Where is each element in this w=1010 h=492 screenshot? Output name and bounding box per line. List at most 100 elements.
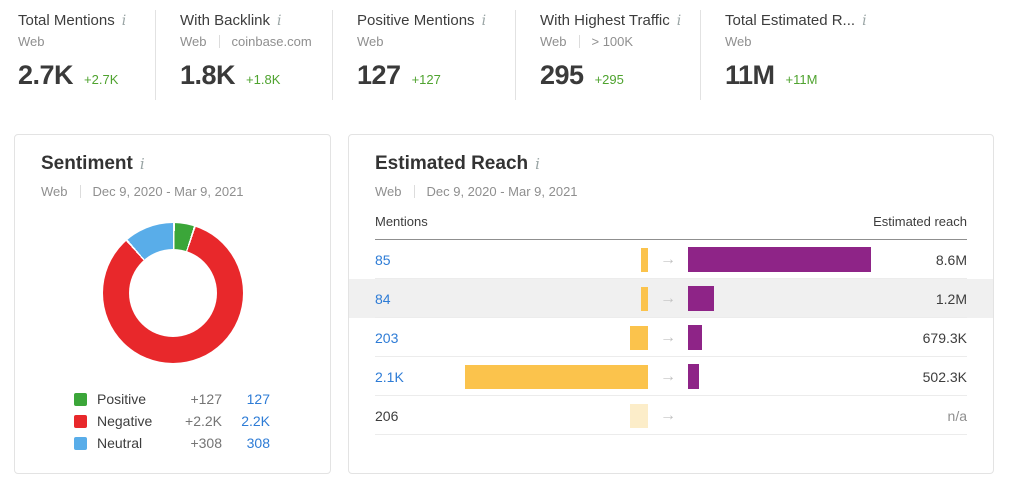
reach-value: 8.6M <box>935 251 967 268</box>
legend-value-link[interactable]: 2.2K <box>241 413 270 429</box>
divider <box>79 185 81 198</box>
legend-label: Positive <box>97 391 147 407</box>
legend-label: Neutral <box>97 435 143 451</box>
stat-subtitle: Web <box>357 34 515 49</box>
info-icon[interactable]: i <box>535 155 540 173</box>
mentions-bar-area <box>463 403 648 428</box>
reach-table-header: Mentions Estimated reach <box>375 199 967 240</box>
legend-delta: +127 <box>190 391 222 407</box>
reach-value: 502.3K <box>922 368 967 385</box>
info-icon[interactable]: i <box>862 13 867 29</box>
table-row: 2.1K → 502.3K <box>349 357 993 396</box>
sentiment-card-subtitle: Web Dec 9, 2020 - Mar 9, 2021 <box>41 184 304 199</box>
legend-swatch <box>74 414 87 428</box>
mentions-link[interactable]: 85 <box>375 251 391 268</box>
stat-value: 2.7K <box>18 60 74 90</box>
arrow-right-icon: → <box>660 367 676 385</box>
mentions-link[interactable]: 203 <box>375 329 399 346</box>
stat-subtitle: Web coinbase.com <box>180 34 332 49</box>
stat-value-row: 11M +11M <box>725 60 1010 91</box>
legend-value-link[interactable]: 308 <box>246 435 270 451</box>
stat-delta: +11M <box>785 72 818 87</box>
reach-bar <box>688 325 702 350</box>
donut-hole <box>128 249 217 337</box>
stat-source: Web <box>180 34 207 49</box>
sentiment-donut-chart <box>102 223 243 363</box>
stat-value: 127 <box>357 60 401 90</box>
stat-title: With Backlink i <box>180 12 332 29</box>
table-row: 206 → n/a <box>349 396 993 435</box>
mentions-link[interactable]: 84 <box>375 290 391 307</box>
legend-delta: +308 <box>190 435 222 451</box>
legend-label: Negative <box>97 413 153 429</box>
stat-delta: +1.8K <box>246 72 281 87</box>
stat-delta: +127 <box>411 72 441 87</box>
mentions-link[interactable]: 2.1K <box>375 368 404 385</box>
stat-title-text: With Highest Traffic <box>540 12 670 29</box>
stats-row: Total Mentions i Web 2.7K +2.7K With Backlink… <box>0 0 1010 100</box>
table-row: 203 → 679.3K <box>349 318 993 357</box>
reach-source: Web <box>375 184 402 199</box>
stat-card: Total Estimated R... i Web 11M +11M <box>700 10 1010 100</box>
legend-row: Positive +127 127 <box>74 388 270 410</box>
stat-source: Web <box>725 34 752 49</box>
stat-subtitle: Web > 100K <box>540 34 700 49</box>
info-icon[interactable]: i <box>277 13 282 29</box>
reach-card-subtitle: Web Dec 9, 2020 - Mar 9, 2021 <box>375 184 967 199</box>
legend-row: Neutral +308 308 <box>74 432 270 454</box>
info-icon[interactable]: i <box>676 13 682 29</box>
reach-bar-area <box>688 325 873 350</box>
stat-title: Positive Mentions i <box>357 12 515 29</box>
stat-card: With Backlink i Web coinbase.com 1.8K +1.8K <box>155 10 332 100</box>
stat-title: Total Estimated R... i <box>725 12 1010 29</box>
stat-delta: +2.7K <box>84 72 119 87</box>
mentions-bar <box>465 364 648 389</box>
reach-bar <box>688 286 714 311</box>
stat-title: With Highest Traffic i <box>540 12 700 29</box>
mentions-bar <box>630 325 648 350</box>
legend-swatch <box>74 436 87 450</box>
mentions-bar-area <box>463 325 648 350</box>
stat-value: 295 <box>540 60 584 90</box>
mentions-bar-area <box>463 364 648 389</box>
sentiment-legend: Positive +127 127 Negative +2.2K 2.2K Neutral +… <box>74 388 270 454</box>
reach-bar-area <box>688 286 873 311</box>
stat-value: 11M <box>725 60 775 90</box>
mentions-bar-area <box>463 286 648 311</box>
reach-column-header: Estimated reach <box>873 214 967 229</box>
mentions-link: 206 <box>375 407 399 424</box>
reach-date-range: Dec 9, 2020 - Mar 9, 2021 <box>426 184 578 199</box>
sentiment-card: Sentiment i Web Dec 9, 2020 - Mar 9, 202… <box>14 134 331 474</box>
legend-swatch <box>74 392 87 406</box>
info-icon[interactable]: i <box>139 155 145 173</box>
sentiment-card-title: Sentiment <box>41 153 133 174</box>
stat-value: 1.8K <box>180 60 236 90</box>
mentions-bar <box>641 247 648 272</box>
divider <box>413 185 415 198</box>
divider <box>578 35 580 48</box>
reach-card-header: Estimated Reach i Web Dec 9, 2020 - Mar … <box>349 135 993 199</box>
legend-value-link[interactable]: 127 <box>246 391 270 407</box>
mentions-column-header: Mentions <box>375 214 428 229</box>
arrow-right-icon: → <box>660 250 676 268</box>
legend-row: Negative +2.2K 2.2K <box>74 410 270 432</box>
stat-title-text: Total Mentions <box>18 12 115 29</box>
mentions-bar <box>630 403 648 428</box>
info-icon[interactable]: i <box>481 13 487 29</box>
stat-filter: coinbase.com <box>231 34 312 49</box>
reach-value: 1.2M <box>935 290 967 307</box>
stat-card: With Highest Traffic i Web > 100K 295 +295 <box>515 10 700 100</box>
stat-title-text: Total Estimated R... <box>725 12 856 29</box>
mentions-bar-area <box>463 247 648 272</box>
stat-source: Web <box>357 34 384 49</box>
stat-value-row: 1.8K +1.8K <box>180 60 332 91</box>
divider <box>218 35 220 48</box>
stat-subtitle: Web <box>725 34 1010 49</box>
info-icon[interactable]: i <box>121 13 127 29</box>
sentiment-card-header: Sentiment i Web Dec 9, 2020 - Mar 9, 202… <box>15 135 330 199</box>
reach-bar-area <box>688 364 873 389</box>
stat-source: Web <box>540 34 567 49</box>
stat-subtitle: Web <box>18 34 155 49</box>
reach-value: 679.3K <box>922 329 967 346</box>
sentiment-source: Web <box>41 184 68 199</box>
